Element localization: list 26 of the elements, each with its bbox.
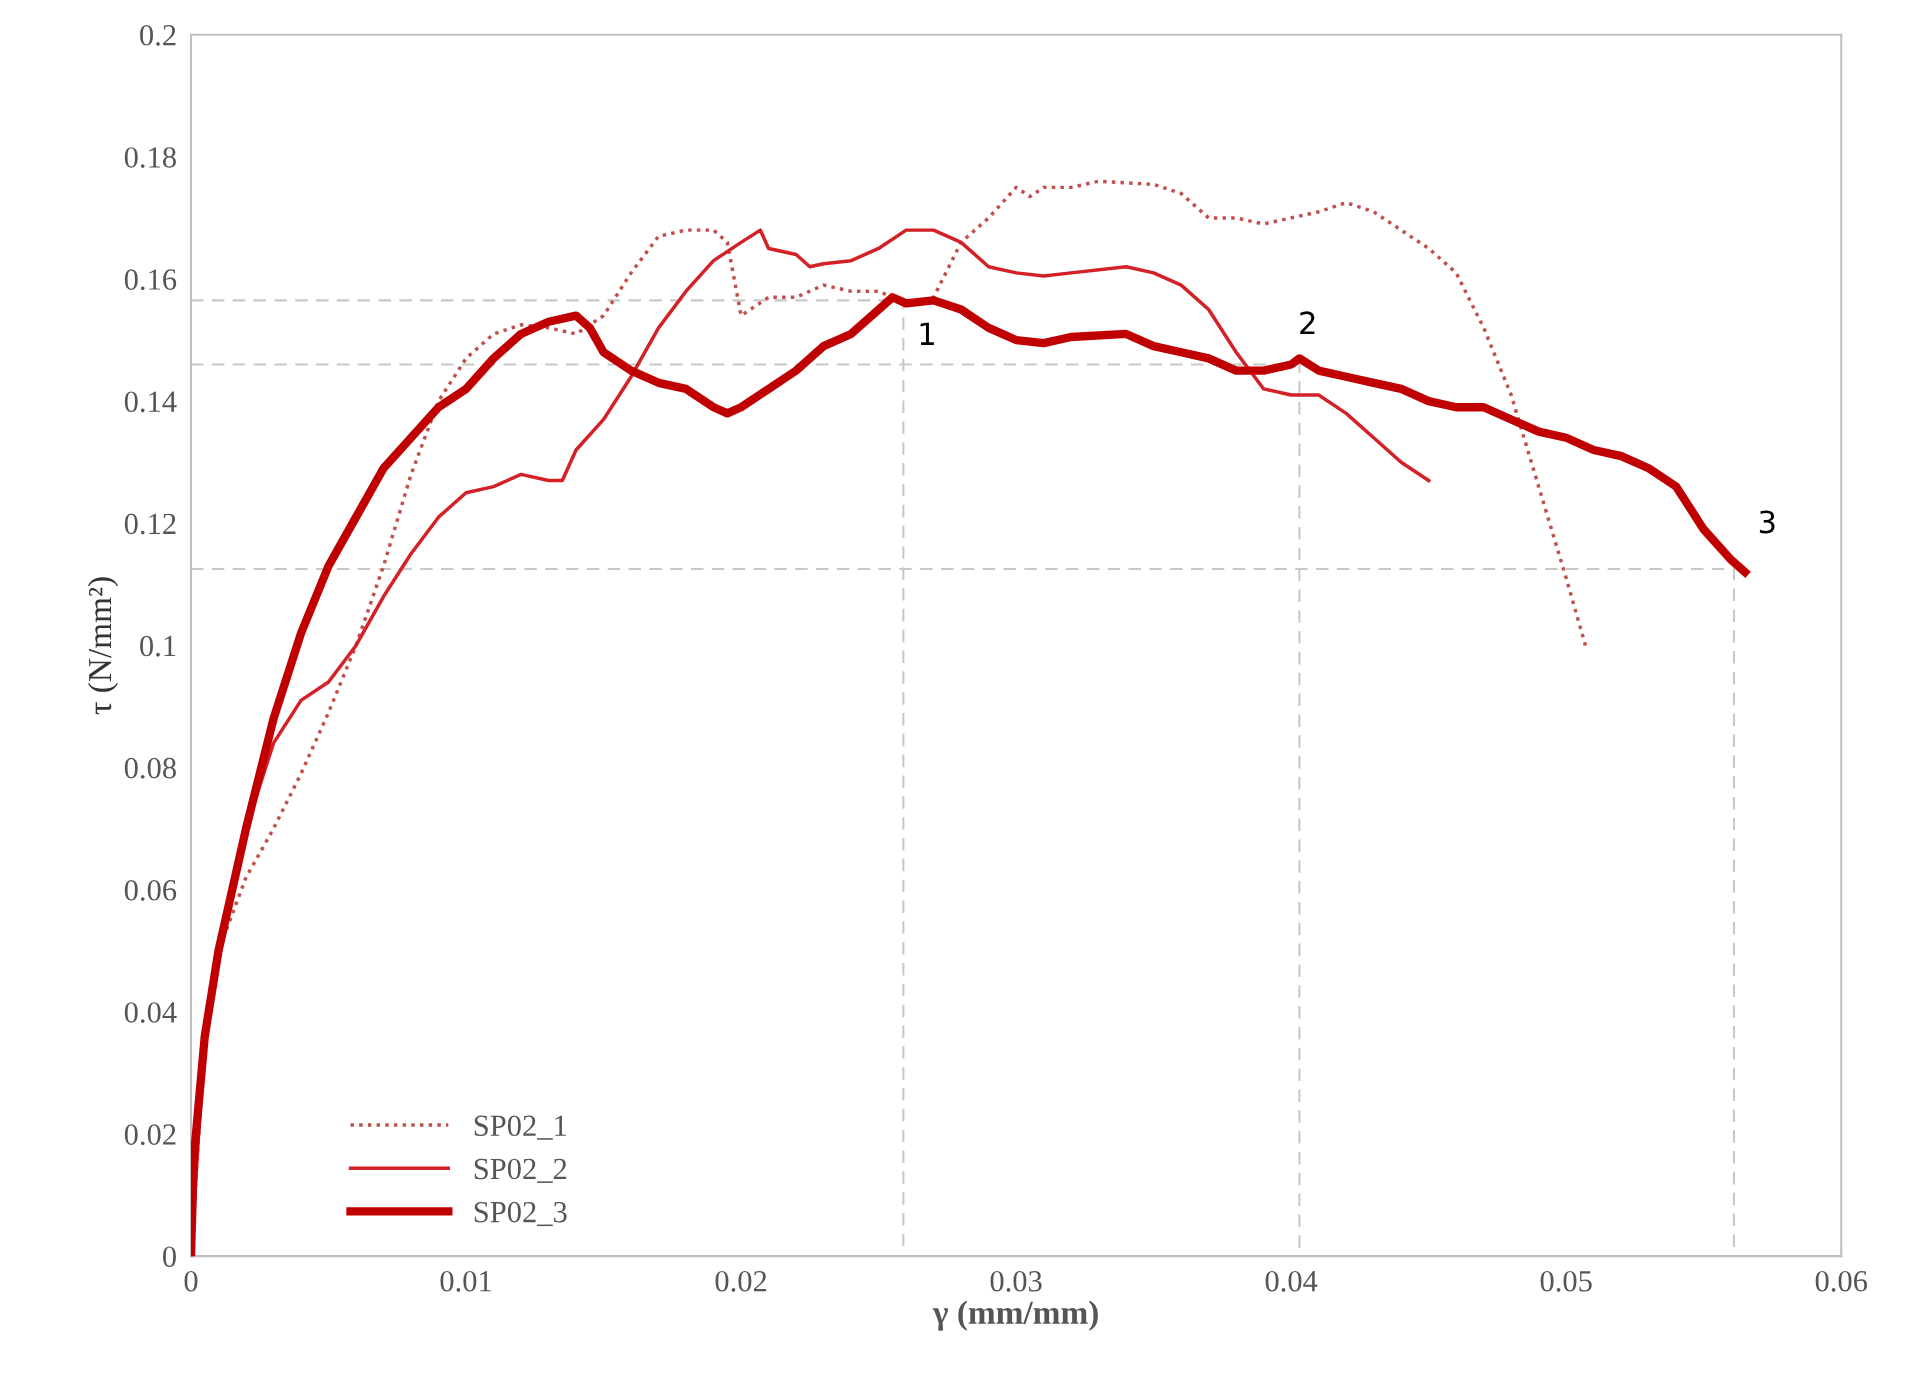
y-tick-label: 0.2 [140, 24, 176, 46]
y-tick-label: 0 [163, 1246, 176, 1268]
y-tick-label: 0.1 [140, 635, 176, 657]
y-tick-label: 0.16 [124, 269, 177, 291]
y-tick-label: 0.04 [124, 1002, 177, 1023]
annotation: 1 [920, 322, 934, 345]
x-tick-label: 0.02 [715, 1270, 767, 1292]
y-tick-label: 0.12 [124, 513, 176, 535]
x-tick-label: 0.04 [1265, 1270, 1318, 1292]
legend-label: SP02_3 [474, 1201, 567, 1227]
x-tick-label: 0 [184, 1270, 198, 1292]
y-tick-label: 0.08 [124, 757, 176, 779]
x-tick-label: 0.05 [1540, 1270, 1592, 1292]
legend-label: SP02_1 [474, 1115, 567, 1140]
legend-label: SP02_2 [474, 1158, 567, 1183]
x-tick-label: 0.03 [990, 1270, 1042, 1292]
y-tick-label: 0.14 [124, 391, 177, 413]
annotation: 2 [1300, 311, 1315, 335]
y-tick-label: 0.18 [124, 147, 176, 168]
y-axis-title: τ (N/mm²) [87, 577, 119, 715]
x-axis-title: γ (mm/mm) [932, 1300, 1098, 1331]
y-tick-label: 0.02 [124, 1124, 176, 1146]
annotation: 3 [1759, 510, 1775, 534]
x-tick-label: 0.01 [440, 1270, 491, 1292]
x-tick-label: 0.06 [1815, 1270, 1868, 1292]
y-tick-label: 0.06 [124, 879, 177, 901]
